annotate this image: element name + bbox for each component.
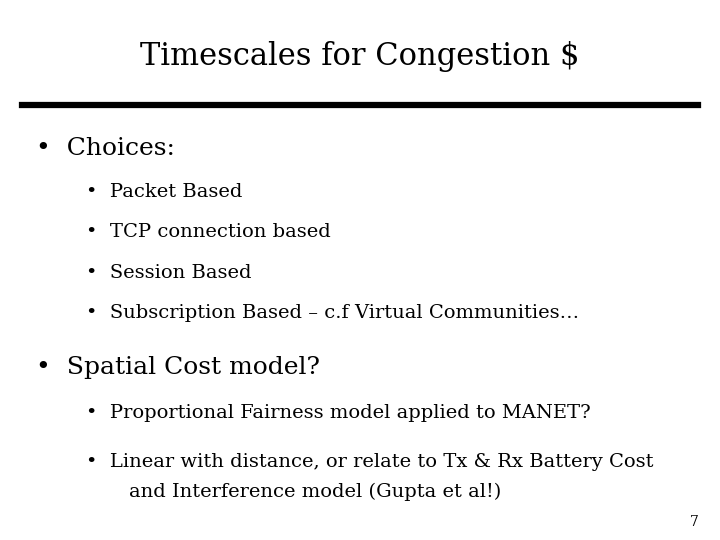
Text: Timescales for Congestion $: Timescales for Congestion $ — [140, 41, 580, 72]
Text: •  Proportional Fairness model applied to MANET?: • Proportional Fairness model applied to… — [86, 404, 591, 422]
Text: •  Subscription Based – c.f Virtual Communities…: • Subscription Based – c.f Virtual Commu… — [86, 304, 580, 322]
Text: •  Linear with distance, or relate to Tx & Rx Battery Cost: • Linear with distance, or relate to Tx … — [86, 453, 654, 471]
Text: •  Choices:: • Choices: — [36, 137, 175, 160]
Text: 7: 7 — [690, 515, 698, 529]
Text: •  Spatial Cost model?: • Spatial Cost model? — [36, 356, 320, 379]
Text: •  TCP connection based: • TCP connection based — [86, 223, 331, 241]
Text: and Interference model (Gupta et al!): and Interference model (Gupta et al!) — [104, 482, 502, 501]
Text: •  Packet Based: • Packet Based — [86, 183, 243, 201]
Text: •  Session Based: • Session Based — [86, 264, 252, 282]
